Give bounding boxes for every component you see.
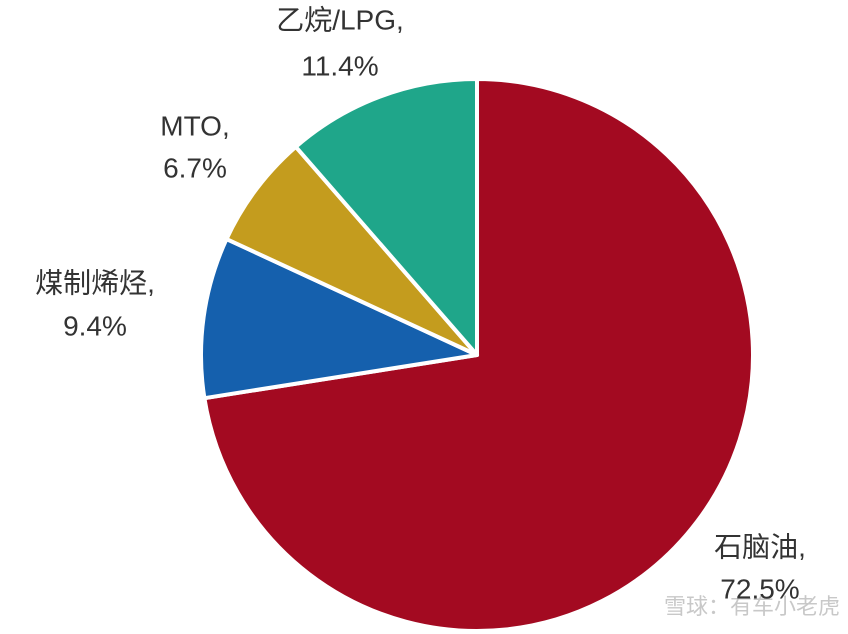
slice-category-label: 煤制烯烃, [35, 267, 155, 298]
pie-slice [199, 237, 479, 401]
slice-category-label: MTO, [160, 110, 229, 141]
slice-category-label: 乙烷/LPG, [276, 4, 404, 35]
slice-value-label: 72.5% [720, 573, 799, 604]
pie-slice [224, 144, 479, 357]
slice-value-label: 9.4% [63, 310, 127, 341]
pie-slice [293, 77, 479, 357]
slice-value-label: 6.7% [163, 152, 227, 183]
watermark: 雪球：有车小老虎 [664, 594, 840, 619]
slice-category-label: 石脑油, [714, 531, 806, 562]
slice-value-label: 11.4% [301, 50, 378, 81]
